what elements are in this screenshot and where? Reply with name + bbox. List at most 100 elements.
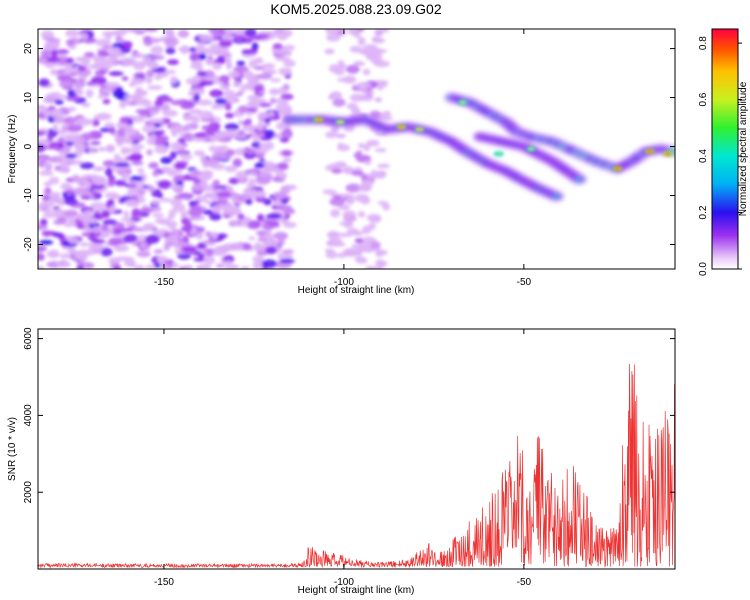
heatmap-noise-blob — [346, 102, 358, 110]
heatmap-noise-blob — [65, 39, 75, 47]
heatmap-noise-blob — [115, 34, 123, 44]
heatmap-noise-blob — [196, 42, 207, 47]
heatmap-noise-blob — [130, 52, 145, 59]
heatmap-noise-blob — [199, 80, 215, 86]
heatmap-noise-blob — [214, 98, 227, 105]
heatmap-noise-blob — [251, 42, 259, 51]
heatmap-noise-blob — [211, 152, 227, 160]
colorbar-tick-label: 0.0 — [698, 262, 709, 276]
heatmap-noise-blob — [237, 119, 244, 126]
heatmap-noise-blob — [337, 63, 347, 69]
heatmap-noise-blob — [377, 29, 390, 33]
heatmap-noise-blob — [247, 74, 260, 83]
heatmap-noise-blob — [169, 150, 177, 160]
heatmap-noise-blob — [111, 29, 127, 37]
heatmap-noise-blob — [246, 182, 257, 188]
heatmap-noise-blob — [86, 119, 94, 125]
heatmap-noise-blob — [139, 242, 147, 249]
heatmap-noise-blob — [253, 85, 265, 92]
heatmap-noise-blob — [63, 198, 79, 206]
heatmap-noise-blob — [137, 167, 145, 174]
heatmap-noise-blob — [228, 177, 240, 185]
heatmap-noise-blob — [93, 249, 103, 255]
heatmap-noise-blob — [245, 133, 253, 139]
heatmap-noise-blob — [48, 176, 60, 185]
heatmap-noise-blob — [377, 163, 391, 169]
heatmap-hotspot — [399, 125, 404, 129]
heatmap-noise-blob — [38, 202, 44, 212]
heatmap-noise-blob — [215, 263, 225, 268]
heatmap-noise-blob — [244, 148, 256, 155]
heatmap-noise-blob — [237, 213, 245, 220]
heatmap-noise-blob — [196, 264, 204, 269]
heatmap-noise-blob — [156, 73, 169, 78]
heatmap-noise-blob — [145, 106, 160, 112]
snr-x-axis-label: Height of straight line (km) — [298, 585, 415, 596]
heatmap-noise-blob — [166, 215, 175, 220]
heatmap-noise-blob — [224, 102, 232, 111]
heatmap-noise-blob — [219, 75, 230, 83]
heatmap-hotspot — [529, 147, 533, 151]
heatmap-noise-blob — [50, 49, 58, 58]
heatmap-noise-blob — [214, 247, 228, 255]
heatmap-noise-blob — [145, 234, 160, 244]
heatmap-noise-blob — [232, 81, 242, 88]
heatmap-noise-blob — [196, 231, 204, 241]
y-tick-label: 4000 — [23, 404, 34, 427]
heatmap-noise-blob — [238, 88, 246, 94]
heatmap-noise-blob — [90, 55, 105, 60]
heatmap-noise-blob — [54, 94, 68, 100]
heatmap-noise-blob — [355, 257, 368, 264]
heatmap-noise-blob — [358, 142, 365, 149]
heatmap-noise-blob — [354, 60, 364, 65]
heatmap-noise-blob — [369, 110, 381, 119]
heatmap-noise-blob — [57, 198, 66, 206]
heatmap-noise-blob — [83, 189, 92, 196]
heatmap-noise-blob — [189, 47, 197, 53]
heatmap-noise-blob — [38, 157, 48, 162]
heatmap-noise-blob — [347, 29, 359, 36]
heatmap-noise-blob — [180, 211, 187, 219]
heatmap-noise-blob — [188, 208, 203, 218]
heatmap-noise-blob — [324, 29, 341, 35]
heatmap-noise-blob — [47, 249, 60, 259]
heatmap-noise-blob — [258, 117, 265, 123]
heatmap-noise-blob — [272, 200, 283, 206]
heatmap-noise-blob — [134, 264, 145, 269]
heatmap-noise-blob — [154, 122, 161, 128]
heatmap-noise-blob — [48, 105, 56, 111]
heatmap-noise-blob — [374, 97, 383, 103]
heatmap-noise-blob — [38, 78, 50, 87]
heatmap-noise-blob — [79, 56, 91, 64]
heatmap-noise-blob — [231, 93, 238, 102]
heatmap-noise-blob — [162, 109, 178, 117]
heatmap-noise-blob — [349, 45, 363, 53]
heatmap-noise-blob — [270, 78, 281, 83]
heatmap-noise-blob — [98, 93, 106, 99]
page-title: KOM5.2025.088.23.09.G02 — [270, 1, 442, 17]
heatmap-noise-blob — [74, 88, 84, 94]
heatmap-hotspot — [615, 167, 620, 170]
heatmap-noise-blob — [329, 197, 345, 207]
heatmap-noise-blob — [236, 219, 243, 227]
heatmap-noise-blob — [279, 258, 296, 264]
heatmap-noise-blob — [169, 184, 185, 190]
heatmap-noise-blob — [182, 264, 193, 269]
heatmap-noise-blob — [275, 103, 291, 112]
heatmap-noise-blob — [101, 88, 112, 93]
heatmap-noise-blob — [134, 89, 148, 97]
heatmap-noise-blob — [227, 70, 241, 78]
heatmap-ridge-blob — [552, 194, 560, 199]
heatmap-noise-blob — [222, 35, 230, 42]
heatmap-noise-blob — [203, 70, 215, 78]
heatmap-noise-blob — [264, 118, 271, 123]
heatmap-noise-blob — [200, 185, 216, 192]
heatmap-noise-blob — [157, 180, 172, 190]
heatmap-noise-blob — [374, 148, 387, 153]
heatmap-noise-blob — [63, 209, 79, 217]
heatmap-noise-blob — [121, 99, 132, 106]
heatmap-noise-blob — [377, 249, 388, 256]
heatmap-noise-blob — [132, 148, 141, 154]
heatmap-noise-blob — [357, 36, 366, 46]
heatmap-noise-blob — [154, 262, 161, 269]
